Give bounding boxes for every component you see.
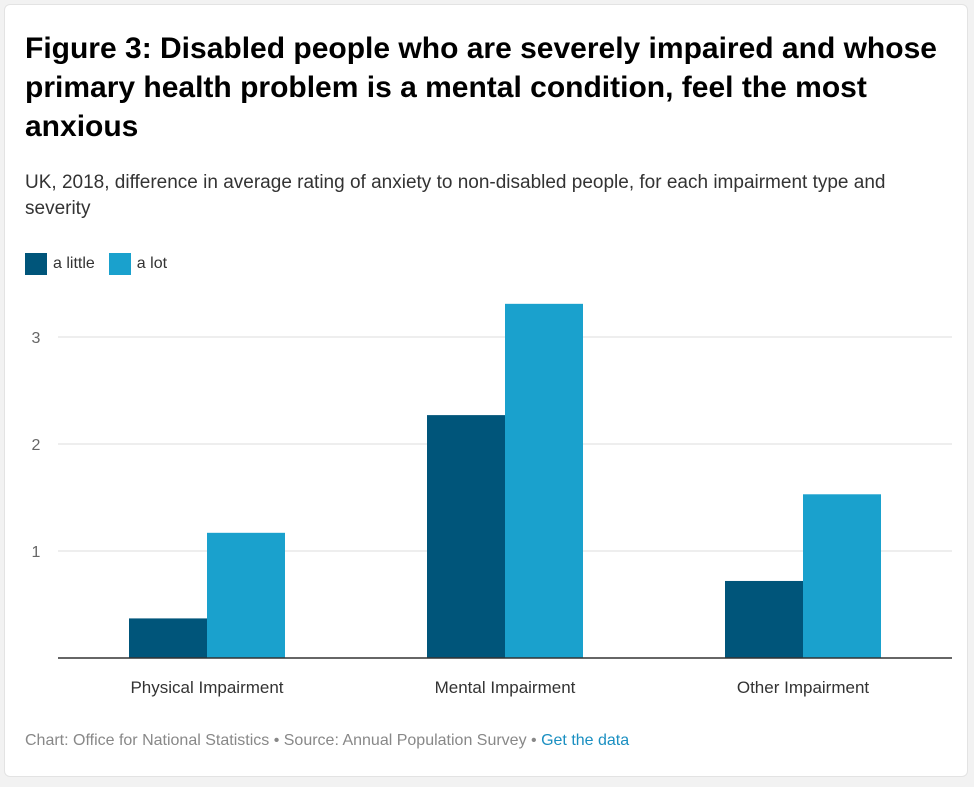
bar-a-little-3 [725,580,803,658]
footer-separator: • [526,732,542,749]
legend-item-a-little: a little [25,253,95,275]
source-note: Source: Annual Population Survey [283,732,527,749]
get-the-data-link[interactable]: Get the data [541,732,630,749]
category-label-2: Mental Impairment [435,678,576,697]
legend-item-a-lot: a lot [108,253,168,275]
bar-a-lot-1 [207,532,285,658]
bar-a-lot-3 [803,494,881,658]
chart-footer: Chart: Office for National Statistics • … [25,732,629,750]
bar-a-little-1 [129,618,207,658]
category-label-3: Other Impairment [737,678,870,697]
chart-credit: Chart: Office for National Statistics [25,732,270,749]
chart-title: Figure 3: Disabled people who are severe… [25,32,937,143]
bar-a-lot-2 [505,303,583,658]
legend-swatch-a-lot [108,253,131,275]
legend: a little a lot [25,253,181,275]
category-label-1: Physical Impairment [130,678,283,697]
y-tick-label-3: 3 [32,330,41,347]
chart-subtitle: UK, 2018, difference in average rating o… [25,172,886,219]
bar-a-little-2 [427,415,505,658]
legend-label-a-lot: a lot [136,255,168,272]
legend-swatch-a-little [25,253,47,275]
footer-separator: • [269,732,284,749]
y-tick-label-1: 1 [32,544,41,561]
legend-label-a-little: a little [53,255,95,272]
y-tick-label-2: 2 [32,437,41,454]
